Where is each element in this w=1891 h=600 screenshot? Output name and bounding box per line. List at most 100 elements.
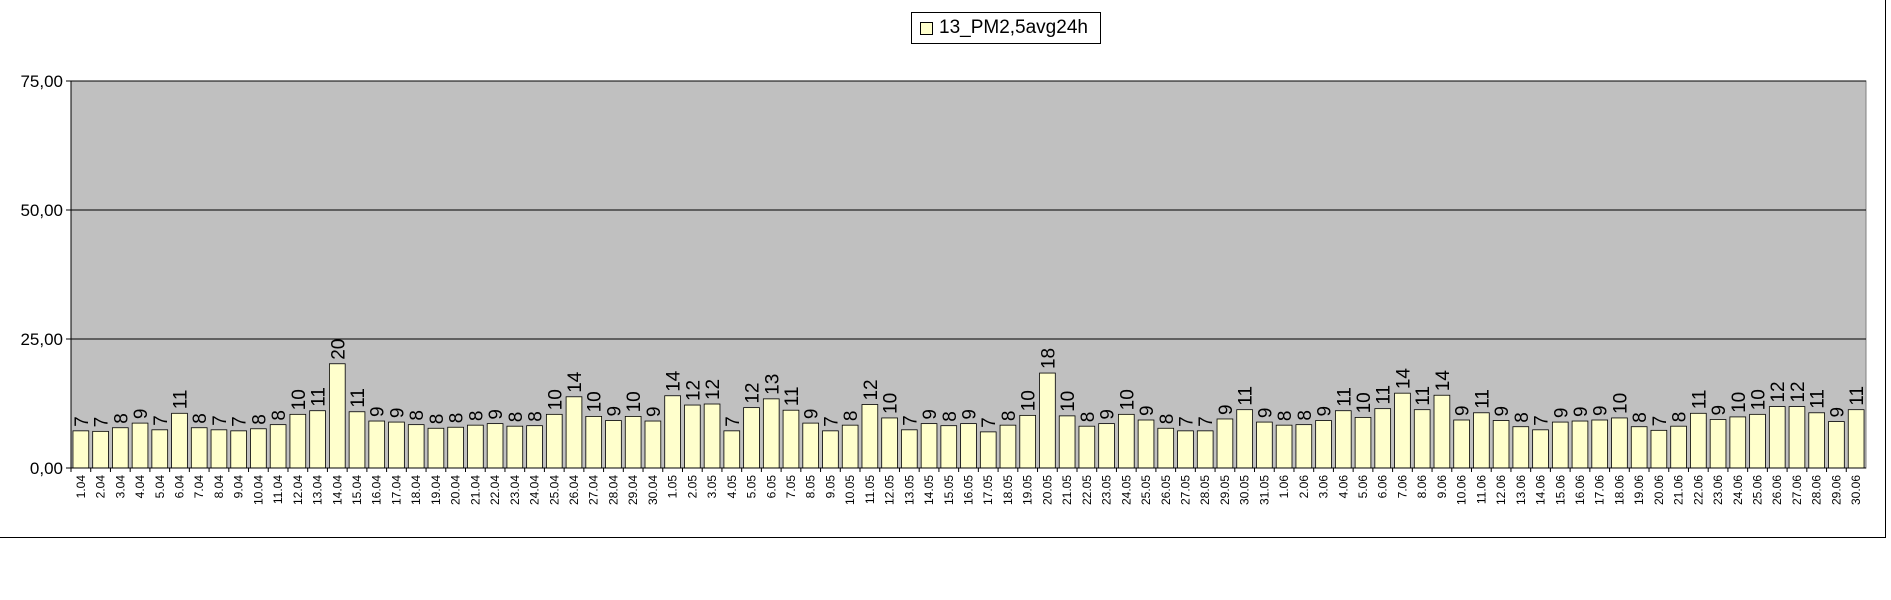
x-tick-label: 27.04: [587, 475, 601, 505]
bar-9.04: [230, 430, 247, 469]
bar-8.06: [1413, 409, 1431, 469]
bar-17.04: [388, 421, 405, 469]
data-label: 9: [1571, 406, 1592, 417]
x-tick-label: 19.04: [429, 475, 443, 505]
bar-1.04: [72, 430, 90, 469]
x-tick-label: 10.05: [843, 475, 857, 505]
x-tick-label: 17.06: [1593, 475, 1607, 505]
data-label: 7: [92, 417, 113, 428]
data-label: 9: [1492, 406, 1513, 417]
data-label: 14: [664, 370, 685, 392]
data-label: 11: [1847, 386, 1868, 406]
bar-16.04: [368, 420, 386, 469]
bar-29.04: [624, 415, 642, 469]
bar-7.06: [1394, 392, 1411, 469]
x-tick-label: 1.04: [74, 475, 88, 499]
bar-1.05: [664, 395, 681, 469]
bar-2.04: [92, 430, 109, 469]
bar-10.04: [250, 428, 267, 469]
x-tick-label: 28.04: [606, 475, 620, 505]
bar-29.06: [1828, 421, 1845, 469]
data-label: 8: [999, 411, 1020, 422]
data-label: 8: [1630, 412, 1651, 423]
bar-14.04: [328, 363, 346, 469]
data-label: 8: [269, 410, 290, 421]
x-tick-label: 12.06: [1494, 475, 1508, 505]
bar-26.05: [1157, 427, 1175, 469]
bar-24.05: [1118, 413, 1135, 469]
data-label: 8: [1157, 414, 1178, 425]
bar-23.05: [1098, 423, 1115, 469]
x-tick-label: 17.04: [389, 475, 403, 505]
y-tick-label: 50,00: [20, 201, 63, 220]
bar-7.05: [782, 409, 800, 469]
x-tick-label: 5.06: [1356, 475, 1370, 499]
data-label: 8: [466, 411, 487, 422]
bar-15.04: [348, 411, 366, 469]
x-tick-label: 13.04: [311, 475, 325, 505]
bar-16.06: [1571, 420, 1589, 469]
data-label: 11: [1689, 390, 1710, 410]
data-label: 7: [821, 416, 842, 427]
data-label: 13: [762, 374, 783, 395]
data-label: 12: [703, 379, 724, 400]
data-labels: 7789711877881011201199888898810141091091…: [72, 339, 1868, 428]
x-tick-label: 19.05: [1021, 475, 1035, 505]
bar-20.06: [1650, 429, 1668, 469]
bar-4.04: [131, 422, 149, 469]
data-label: 10: [1610, 393, 1631, 414]
bar-12.04: [289, 413, 307, 469]
data-label: 10: [289, 389, 310, 410]
bar-8.04: [210, 429, 228, 469]
bar-13.06: [1512, 426, 1530, 469]
x-tick-label: 31.05: [1257, 475, 1271, 505]
bar-20.04: [447, 426, 464, 469]
data-label: 7: [979, 417, 1000, 428]
data-label: 7: [900, 415, 921, 426]
bar-11.05: [861, 404, 879, 469]
bar-24.04: [526, 425, 543, 469]
data-label: 12: [743, 382, 764, 403]
data-label: 9: [368, 406, 389, 417]
bar-2.05: [684, 404, 701, 469]
x-tick-label: 2.06: [1297, 475, 1311, 499]
bar-7.04: [190, 427, 208, 469]
x-tick-label: 10.06: [1455, 475, 1469, 505]
bar-26.04: [565, 396, 583, 469]
x-tick-label: 6.05: [764, 475, 778, 499]
data-label: 9: [1591, 405, 1612, 416]
x-tick-label: 11.04: [271, 475, 285, 504]
x-tick-label: 30.06: [1849, 475, 1863, 505]
data-label: 7: [723, 416, 744, 427]
bar-28.05: [1196, 430, 1214, 469]
x-tick-label: 14.05: [922, 475, 936, 505]
data-label: 9: [802, 409, 823, 420]
x-tick-label: 13.05: [902, 475, 916, 505]
x-tick-label: 1.06: [1277, 475, 1291, 499]
data-label: 8: [427, 414, 448, 425]
x-tick-label: 1.05: [666, 475, 680, 499]
bar-10.06: [1453, 419, 1470, 469]
bar-12.06: [1492, 420, 1510, 469]
x-tick-label: 20.05: [1040, 475, 1054, 505]
y-axis: 0,00 25,00 50,00 75,00: [20, 72, 72, 478]
bar-25.06: [1749, 413, 1766, 469]
bar-2.06: [1295, 424, 1313, 469]
legend: 13_PM2,5avg24h: [911, 12, 1101, 44]
bar-19.05: [1019, 414, 1036, 469]
bar-28.06: [1808, 412, 1825, 469]
x-tick-label: 30.04: [646, 475, 660, 505]
x-tick-label: 15.06: [1553, 475, 1567, 505]
bar-6.04: [171, 412, 188, 469]
bar-23.06: [1709, 419, 1727, 469]
bar-11.04: [269, 424, 287, 469]
x-tick-label: 26.04: [567, 475, 581, 505]
data-label: 10: [585, 391, 606, 412]
x-tick-label: 20.06: [1652, 475, 1666, 505]
data-label: 11: [782, 386, 803, 406]
x-tick-label: 21.06: [1672, 475, 1686, 505]
bar-18.05: [999, 424, 1017, 469]
bar-14.05: [920, 423, 938, 469]
data-label: 10: [1749, 389, 1770, 410]
bar-25.05: [1137, 419, 1155, 469]
